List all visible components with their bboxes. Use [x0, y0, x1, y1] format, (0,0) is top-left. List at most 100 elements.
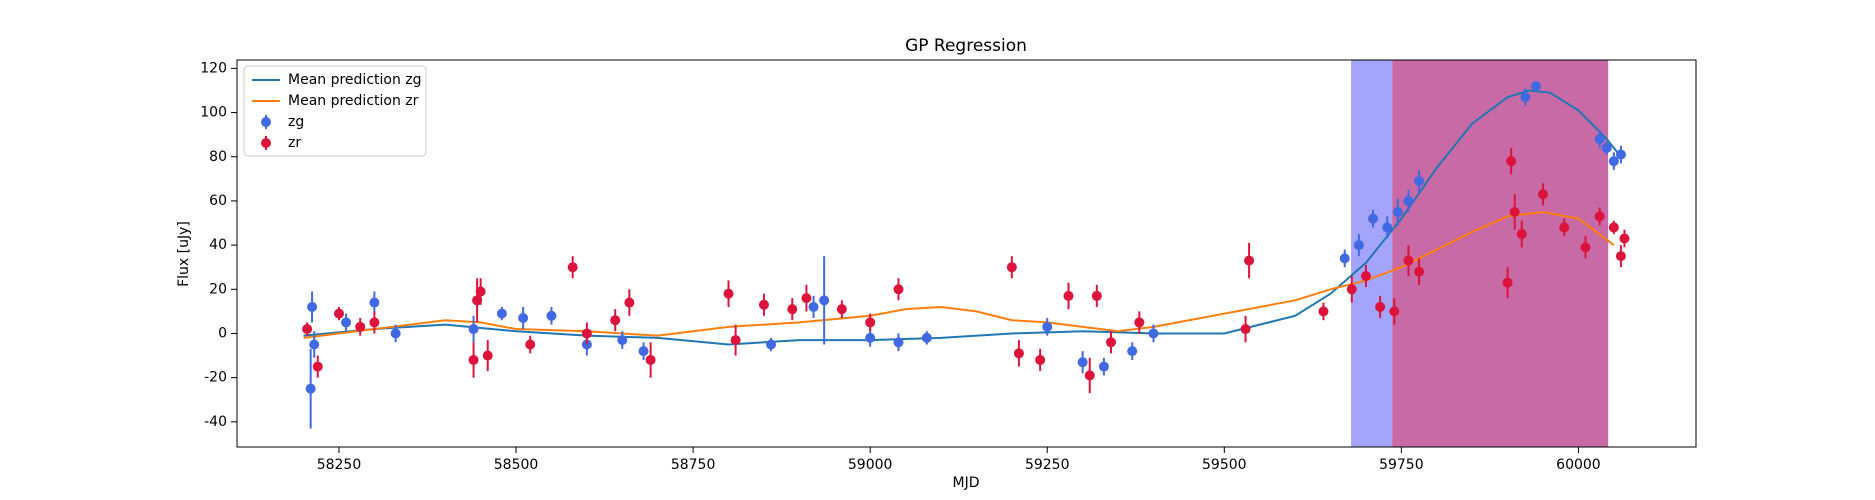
data-point [468, 354, 479, 365]
data-point [1392, 206, 1403, 217]
data-point [1414, 266, 1425, 277]
legend-label: Mean prediction zg [288, 72, 422, 88]
data-point [1127, 346, 1138, 357]
data-point [1506, 156, 1517, 167]
data-point [1368, 213, 1379, 224]
legend-marker [261, 138, 271, 148]
data-point [1502, 277, 1513, 288]
data-point [305, 383, 316, 394]
y-tick-label: 0 [218, 325, 227, 341]
y-tick-label: -40 [204, 414, 227, 430]
data-point [921, 332, 932, 343]
data-point [468, 324, 479, 335]
data-point [1608, 156, 1619, 167]
data-point [302, 324, 313, 335]
chart-title: GP Regression [905, 36, 1027, 56]
data-point [341, 317, 352, 328]
data-point [645, 354, 656, 365]
data-point [369, 297, 380, 308]
axes-frame [236, 59, 1697, 448]
data-point [1346, 284, 1357, 295]
data-point [1608, 222, 1619, 233]
data-point [581, 328, 592, 339]
data-point [610, 315, 621, 326]
data-point [836, 304, 847, 315]
data-point [865, 332, 876, 343]
data-point [546, 310, 557, 321]
data-point [1403, 195, 1414, 206]
data-point [819, 295, 830, 306]
data-point [1375, 301, 1386, 312]
y-tick-label: 100 [200, 105, 227, 121]
data-point [333, 308, 344, 319]
legend-label: Mean prediction zr [288, 93, 419, 109]
data-point [787, 304, 798, 315]
data-point [1360, 271, 1371, 282]
data-point [307, 301, 318, 312]
y-axis-label: Flux [uJy] [176, 221, 192, 287]
data-point [1098, 361, 1109, 372]
data-point [309, 339, 320, 350]
data-point [1594, 134, 1605, 145]
data-point [730, 335, 741, 346]
data-point [1006, 262, 1017, 273]
y-tick-label: 20 [209, 281, 227, 297]
data-point [1516, 229, 1527, 240]
data-point [1509, 206, 1520, 217]
x-tick-label: 58250 [317, 457, 362, 473]
data-point [617, 335, 628, 346]
legend-label: zr [288, 135, 301, 151]
data-point [1580, 242, 1591, 253]
legend-box [243, 65, 427, 157]
data-point [1594, 211, 1605, 222]
data-point [1042, 321, 1053, 332]
data-point [638, 346, 649, 357]
x-tick-label: 59000 [848, 457, 893, 473]
data-point [1035, 354, 1046, 365]
data-point [1530, 81, 1541, 92]
y-tick-label: 120 [200, 60, 227, 76]
data-point [893, 284, 904, 295]
x-tick-label: 59500 [1202, 457, 1247, 473]
data-point [525, 339, 536, 350]
x-tick-label: 59750 [1379, 457, 1424, 473]
span [1351, 60, 1393, 447]
data-point [475, 286, 486, 297]
y-tick-label: -20 [204, 370, 227, 386]
data-point [723, 288, 734, 299]
data-point [1538, 189, 1549, 200]
data-point [1084, 370, 1095, 381]
x-tick-label: 60000 [1556, 457, 1601, 473]
data-point [1091, 290, 1102, 301]
data-point [472, 295, 483, 306]
legend-label: zg [288, 114, 304, 130]
data-point [1339, 253, 1350, 264]
data-point [1619, 233, 1630, 244]
data-point [801, 293, 812, 304]
x-tick-label: 58500 [494, 457, 539, 473]
data-point [1414, 176, 1425, 187]
data-point [1382, 222, 1393, 233]
data-point [1615, 251, 1626, 262]
data-point [1105, 337, 1116, 348]
data-point [1559, 222, 1570, 233]
data-point [1077, 357, 1088, 368]
data-point [1615, 149, 1626, 160]
data-point [758, 299, 769, 310]
data-point [1389, 306, 1400, 317]
legend-marker [261, 117, 271, 127]
data-point [518, 313, 529, 323]
data-point [1318, 306, 1329, 317]
data-point [865, 317, 876, 328]
data-point [1148, 328, 1159, 339]
x-tick-label: 59250 [1025, 457, 1070, 473]
data-point [1013, 348, 1024, 359]
data-point [766, 339, 777, 350]
plot-area [302, 60, 1630, 447]
data-point [312, 361, 323, 372]
data-point [355, 321, 366, 332]
x-tick-label: 58750 [671, 457, 716, 473]
data-point [1244, 255, 1255, 266]
data-point [624, 297, 635, 308]
